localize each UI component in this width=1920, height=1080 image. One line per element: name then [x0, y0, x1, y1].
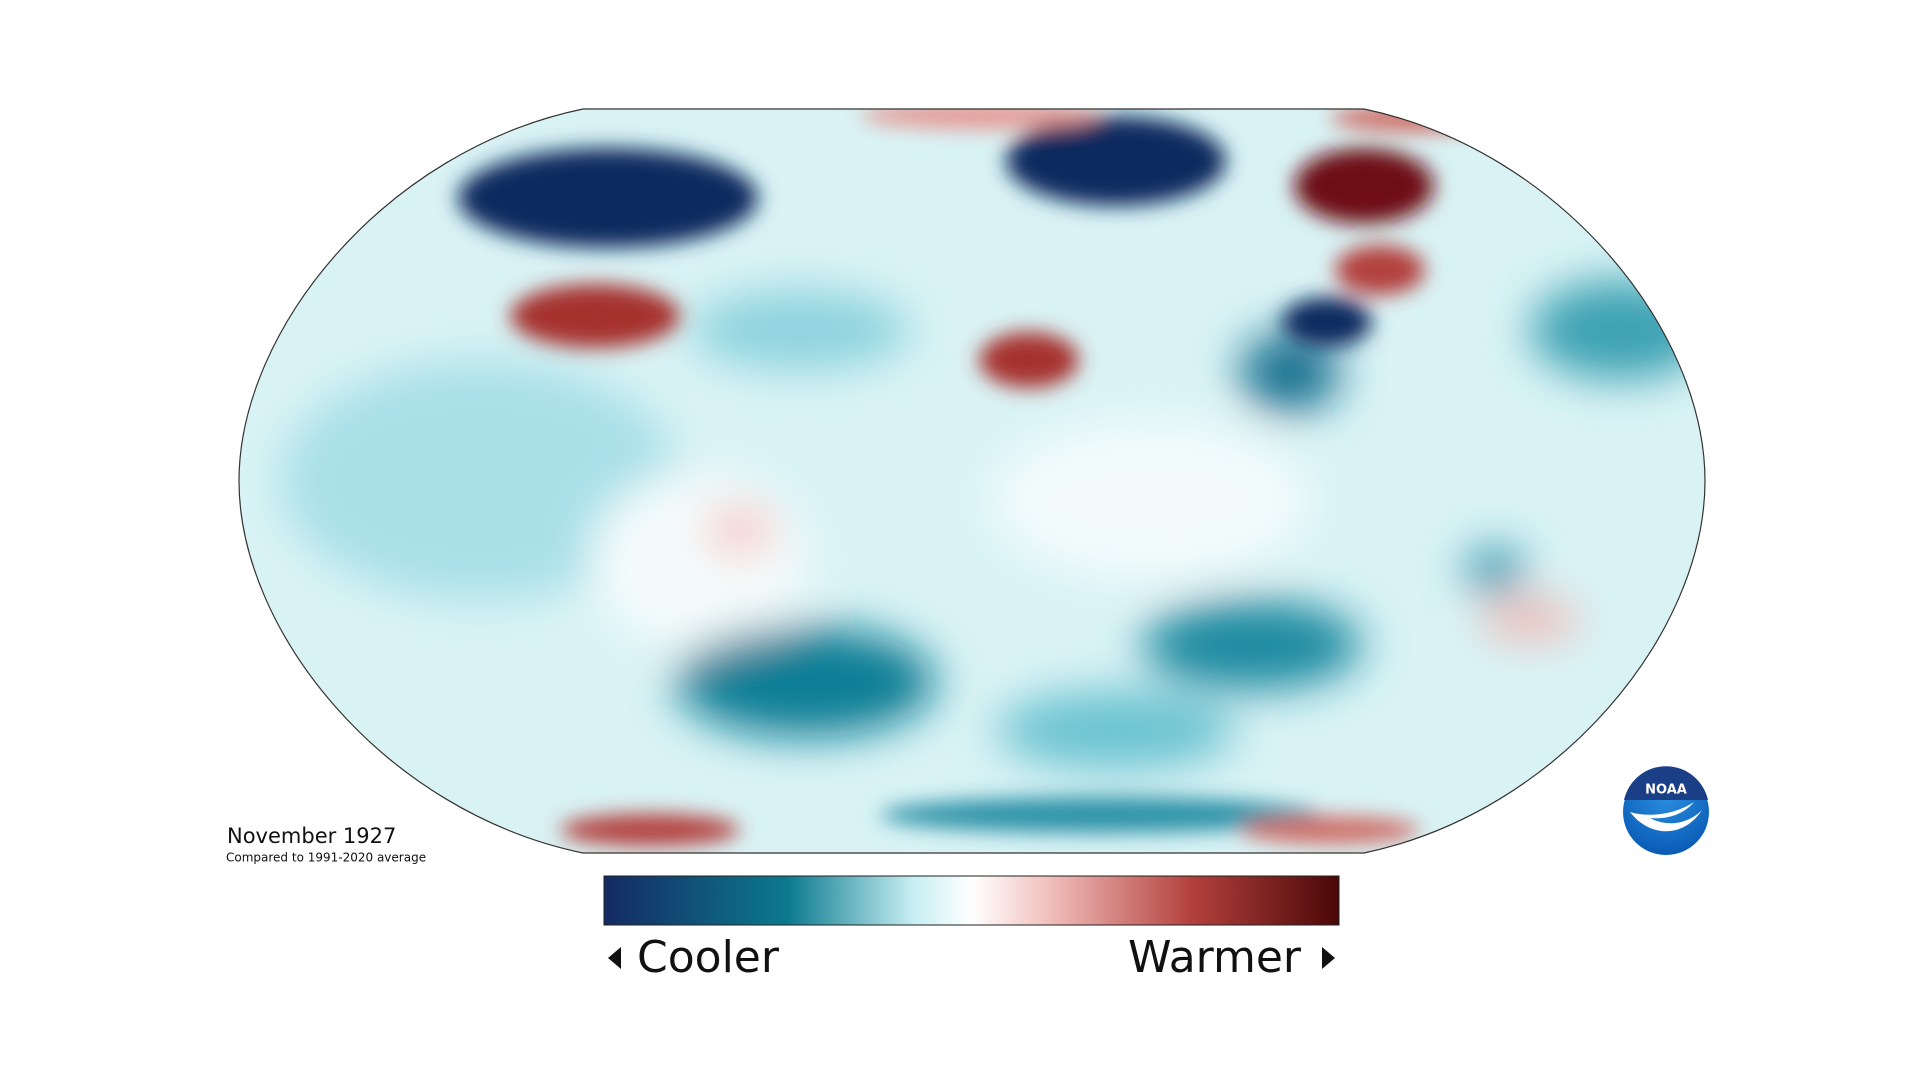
anomaly-map — [239, 109, 1705, 853]
logo-text: NOAA — [1645, 783, 1687, 798]
logo-gull — [1630, 802, 1702, 832]
logo-top — [1624, 766, 1708, 800]
map-outline — [238, 108, 1706, 854]
right-arrow — [1322, 947, 1335, 969]
left-arrow — [608, 947, 621, 969]
color-scale — [603, 875, 1340, 926]
legend-low-label: Cooler — [637, 932, 780, 983]
noaa-logo: NOAA — [1623, 766, 1709, 855]
map-title: November 1927 — [227, 824, 396, 848]
map-subtitle: Compared to 1991-2020 average — [226, 851, 426, 865]
legend-high-label: Warmer — [1128, 932, 1302, 983]
